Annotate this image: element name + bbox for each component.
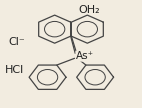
Text: Cl⁻: Cl⁻ <box>8 37 25 47</box>
Text: OH₂: OH₂ <box>79 5 100 15</box>
Text: HCl: HCl <box>5 65 24 75</box>
Text: As⁺: As⁺ <box>76 51 94 61</box>
